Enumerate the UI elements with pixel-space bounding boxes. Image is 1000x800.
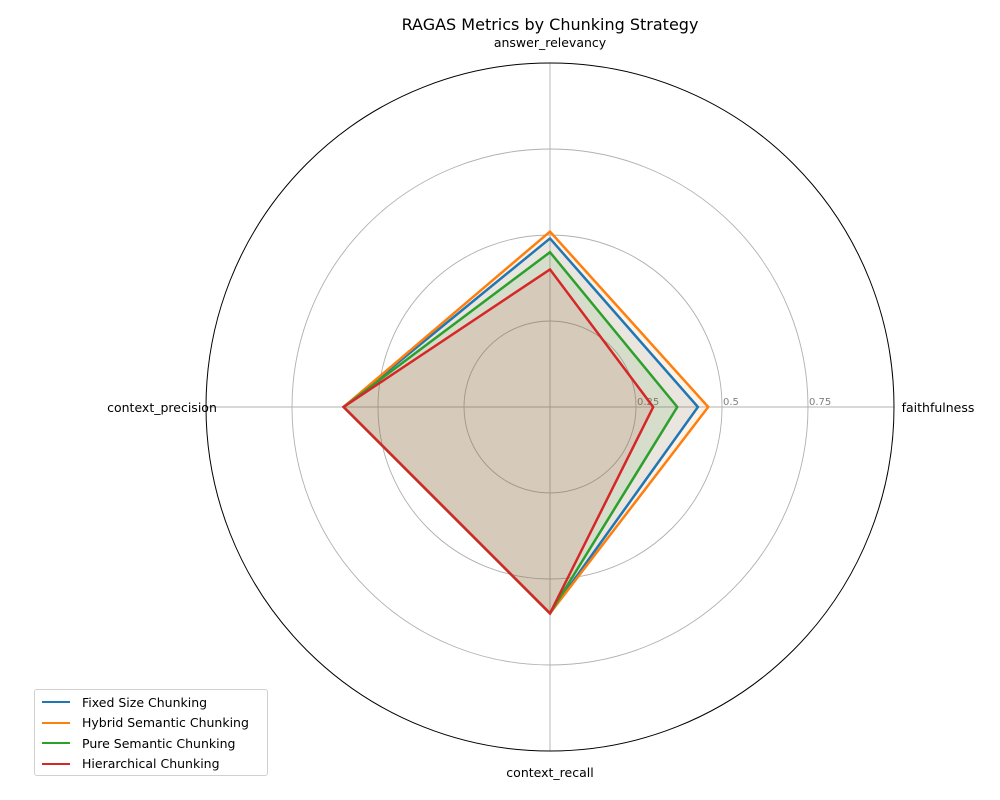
legend-item: Pure Semantic Chunking xyxy=(35,733,267,754)
outer-frame xyxy=(205,62,895,752)
legend-swatch xyxy=(42,701,70,704)
series-fill xyxy=(343,238,698,614)
legend-item: Fixed Size Chunking xyxy=(35,692,267,713)
chart-title: RAGAS Metrics by Chunking Strategy xyxy=(402,15,699,34)
axis-label: faithfulness xyxy=(902,400,975,415)
legend-swatch xyxy=(42,721,70,724)
legend-label: Pure Semantic Chunking xyxy=(82,735,236,751)
axis-labels: faithfulness answer_relevancy context_prec… xyxy=(107,35,974,780)
series-lines xyxy=(341,229,710,616)
legend-swatch xyxy=(42,742,70,745)
legend-item: Hierarchical Chunking xyxy=(35,754,267,775)
series-line xyxy=(341,267,655,616)
radial-tick-label: 0.75 xyxy=(809,397,831,408)
axis-label: context_recall xyxy=(506,765,593,780)
axis-label: context_precision xyxy=(107,400,217,415)
radial-grid: 0.25 0.5 0.75 xyxy=(205,62,895,752)
legend-item: Hybrid Semantic Chunking xyxy=(35,713,267,734)
legend: Fixed Size Chunking Hybrid Semantic Chunk… xyxy=(34,689,268,776)
legend-label: Hybrid Semantic Chunking xyxy=(82,715,249,731)
legend-label: Hierarchical Chunking xyxy=(82,756,220,772)
radial-tick-label: 0.5 xyxy=(723,397,739,408)
axis-label: answer_relevancy xyxy=(494,35,607,50)
legend-label: Fixed Size Chunking xyxy=(82,694,208,710)
radial-tick-label: 0.25 xyxy=(637,397,659,408)
legend-swatch xyxy=(42,762,70,765)
series-fills xyxy=(343,231,709,614)
